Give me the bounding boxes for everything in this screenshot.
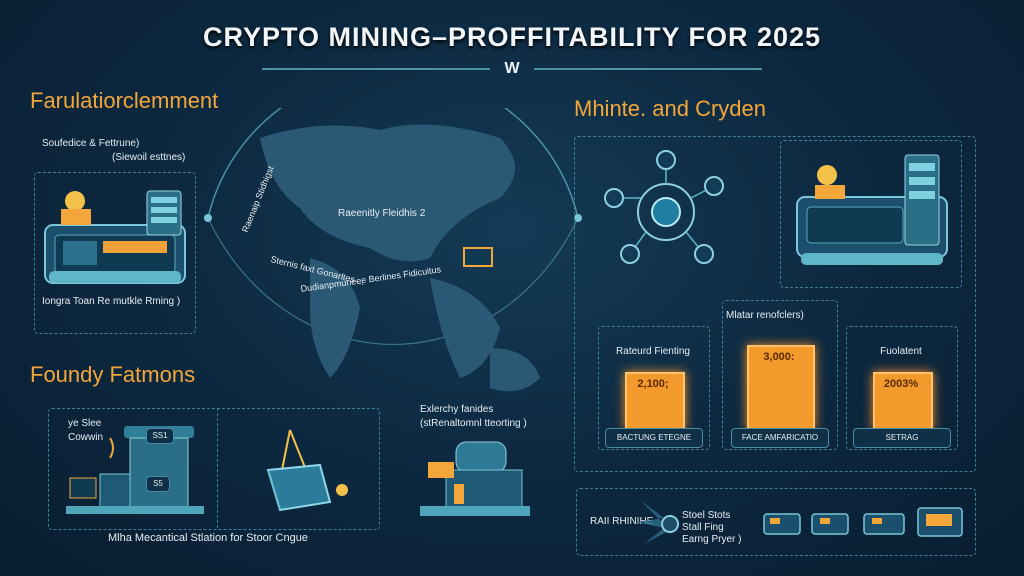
mining-station-icon [66, 426, 204, 514]
chart-panel-1 [598, 326, 710, 450]
chart-value-label: 2003% [883, 378, 919, 390]
map-label-main: Raeenitly Fleidhis 2 [338, 208, 426, 219]
mining-rig-icon [44, 190, 186, 284]
rig-caption: Iongra Toan Re mutkle Rming ) [42, 296, 181, 307]
mining-rig-panel [34, 172, 196, 334]
chart-category-label: SETRAG [853, 428, 951, 448]
right-bottom-label-orange-1: Stoel Stots [682, 510, 731, 521]
crystal-icon [266, 429, 348, 512]
chart-value-label: 2,100; [637, 378, 669, 390]
chart-series-label: Rateurd Fienting [616, 346, 690, 357]
left-top-caption-orange: Soufedice & Fettrune) [42, 138, 140, 149]
right-bottom-label-sub-2: Earng Pryer ) [682, 534, 742, 545]
page-title: CRYPTO MINING–PROFFITABILITY FOR 2025 [202, 22, 822, 52]
left-top-heading: Farulatiorclemment [30, 88, 219, 113]
center-bottom-label-sub: (stRenaltomnl tteorting ) [420, 418, 527, 429]
right-top-heading: Mhinte. and Cryden [574, 96, 766, 121]
title-divider-right [534, 68, 762, 70]
station-tag-1: SS1 [146, 428, 174, 444]
chart-panel-2 [722, 300, 838, 450]
rig-panel-right [780, 140, 962, 288]
chart-category-label: FACE AMFARICATIO [731, 428, 829, 448]
divider-mark: W [504, 60, 520, 77]
station-panel-divider [217, 408, 219, 528]
chart-series-label: Fuolatent [880, 346, 922, 357]
network-hub-icon [604, 150, 724, 264]
title-divider-left [262, 68, 490, 70]
chart-category-label: BACTUNG ETEGNE [605, 428, 703, 448]
chart-title: Mlatar renofclers) [726, 310, 804, 321]
left-top-caption-sub: (Siewoil esttnes) [112, 152, 186, 163]
center-bottom-label-orange: Exlerchy fanides [420, 404, 494, 415]
chart-bar [625, 372, 685, 430]
chart-value-label: 3,000: [763, 351, 795, 363]
right-bottom-label-left: RAII RHINIHE [590, 516, 654, 527]
side-label-1: ye Slee [68, 418, 102, 429]
station-panel [48, 408, 380, 530]
factory-icon [420, 441, 530, 516]
side-label-2: Cowwin [68, 432, 104, 443]
right-bottom-panel [576, 488, 976, 556]
station-tag-2: S5 [146, 476, 170, 492]
mining-rig-right-icon [796, 154, 948, 265]
left-bottom-heading: Foundy Fatmons [30, 362, 196, 387]
right-bottom-label-sub-1: Stall Fing [682, 522, 724, 533]
station-caption: Mlha Mecantical Stlation for Stoor Cngue [108, 532, 308, 544]
world-map [204, 108, 582, 392]
mini-rigs-icons [763, 507, 963, 537]
chart-panel-3 [846, 326, 958, 450]
comet-icon [636, 500, 679, 544]
right-panel [574, 136, 976, 472]
